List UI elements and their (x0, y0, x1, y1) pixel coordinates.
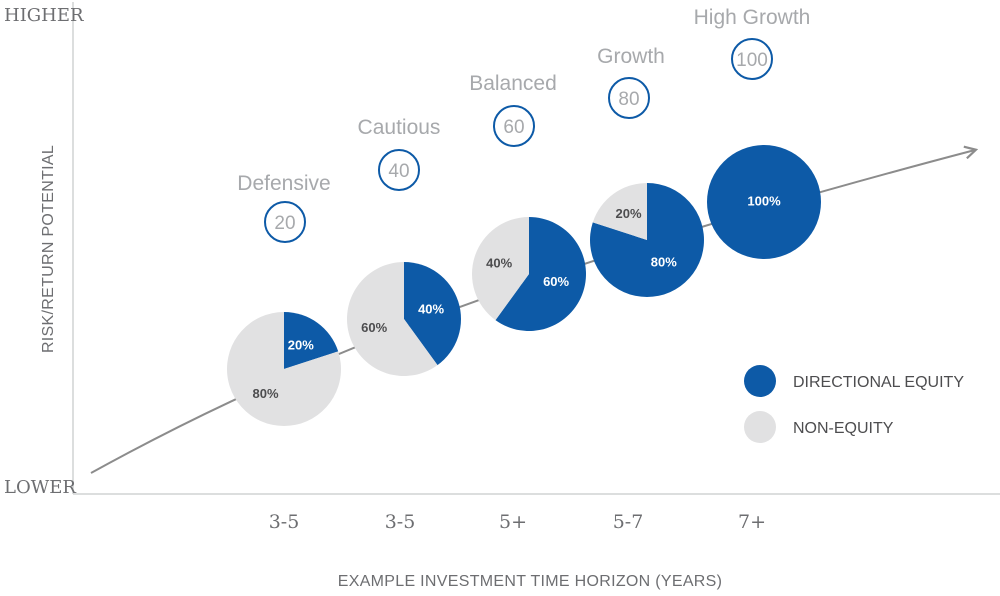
score-badge (731, 38, 773, 80)
pie-slice-equity (284, 312, 339, 369)
score-label: 60 (503, 117, 524, 138)
portfolio-name-label: Cautious (358, 116, 441, 139)
pie-label-non-equity: 20% (616, 206, 642, 221)
portfolio-name-label: Growth (597, 45, 665, 68)
pie-group: 20% 80% 40% 60% 60% 40% 80% 20% 100% (227, 145, 821, 426)
x-axis-title: EXAMPLE INVESTMENT TIME HORIZON (YEARS) (338, 573, 723, 590)
score-label: 100 (736, 50, 768, 71)
score-badge (378, 149, 420, 191)
portfolio-name-label: High Growth (694, 6, 811, 29)
legend-label: NON-EQUITY (793, 420, 894, 437)
x-tick-label: 7+ (738, 511, 766, 533)
score-badge (608, 77, 650, 119)
portfolio-name-label: Balanced (469, 72, 557, 95)
y-axis-lower-label: LOWER (4, 477, 76, 498)
x-tick-label: 3-5 (269, 511, 300, 533)
score-badge (493, 105, 535, 147)
y-axis-higher-label: HIGHER (4, 5, 84, 26)
pie-label-equity: 80% (651, 254, 677, 269)
pie-slice-equity (404, 262, 462, 366)
pie-slice-non-equity (227, 312, 342, 426)
pie-label-non-equity: 80% (253, 386, 279, 401)
score-label: 20 (274, 213, 295, 234)
pie-slice-equity (707, 145, 821, 259)
legend-swatch-equity (744, 365, 776, 397)
pie-label-non-equity: 60% (361, 320, 387, 335)
portfolio-name-label: Defensive (237, 172, 330, 195)
x-tick-label: 3-5 (385, 511, 416, 533)
pie-slice-equity (495, 217, 586, 331)
pie-slice-non-equity (592, 183, 647, 240)
pie-slice-non-equity (347, 262, 438, 376)
score-label: 80 (618, 89, 639, 110)
y-axis-title: RISK/RETURN POTENTIAL (40, 145, 57, 353)
pie-label-non-equity: 40% (486, 256, 512, 271)
x-tick-label: 5-7 (613, 511, 644, 533)
pie-label-equity: 100% (747, 193, 781, 208)
pie-label-equity: 60% (543, 274, 569, 289)
pie-label-equity: 20% (288, 337, 314, 352)
x-tick-label: 5+ (499, 511, 527, 533)
score-label: 40 (388, 161, 409, 182)
legend-swatch-non-equity (744, 411, 776, 443)
score-badge (264, 201, 306, 243)
legend-label: DIRECTIONAL EQUITY (793, 374, 964, 391)
pie-slice-non-equity (471, 217, 529, 321)
pie-label-equity: 40% (418, 302, 444, 317)
